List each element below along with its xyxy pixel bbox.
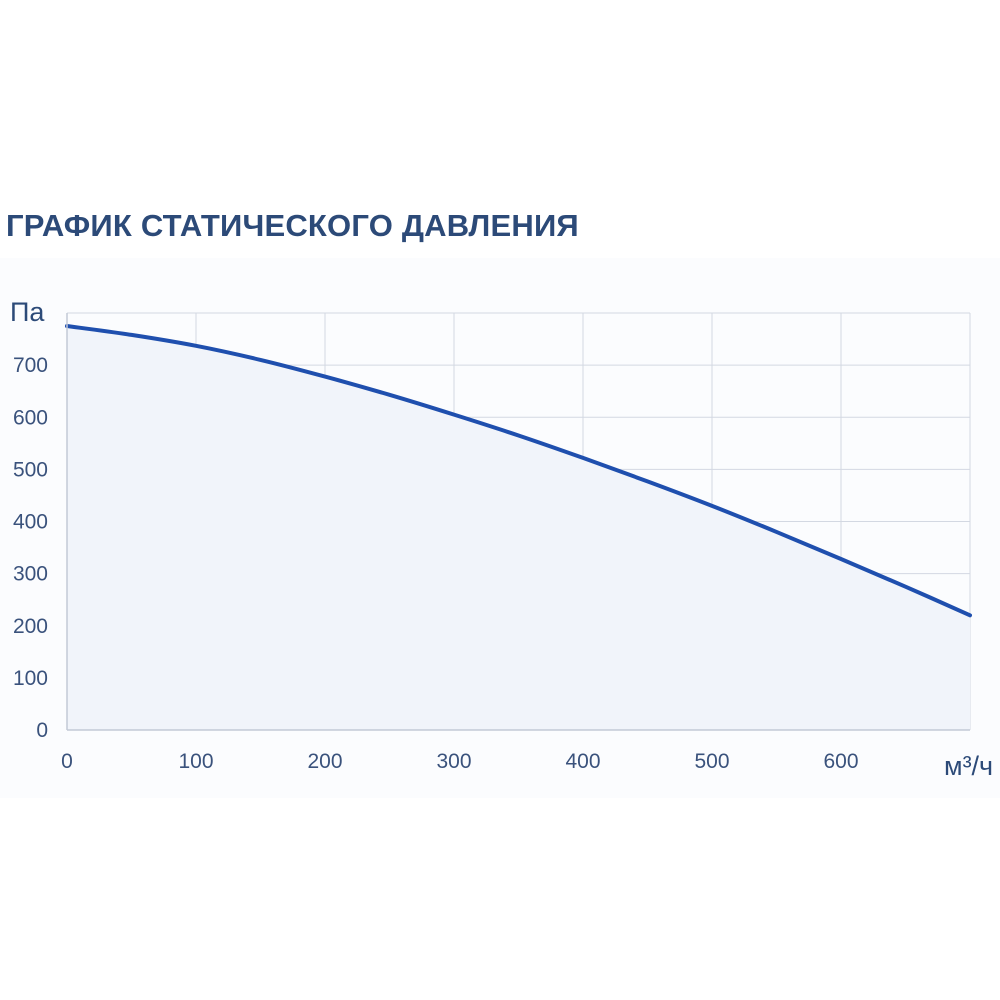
x-tick-label: 400 [565,750,600,773]
y-tick-label: 400 [13,511,48,534]
x-tick-label: 200 [307,750,342,773]
axes [66,313,970,731]
y-tick-label: 500 [13,458,48,481]
y-axis-ticks: 0 100 200 300 400 500 600 700 [13,354,48,742]
y-tick-label: 100 [13,667,48,690]
x-axis-label: м³/ч [944,751,993,781]
y-tick-label: 300 [13,563,48,586]
x-tick-label: 600 [823,750,858,773]
series-area-fill [67,326,970,730]
y-axis-label: Па [10,297,45,327]
chart-title: ГРАФИК СТАТИЧЕСКОГО ДАВЛЕНИЯ [6,208,579,243]
x-axis-ticks: 0 100 200 300 400 500 600 [61,750,858,773]
y-tick-label: 700 [13,354,48,377]
x-tick-label: 0 [61,750,73,773]
series-line [65,324,972,618]
x-tick-label: 500 [694,750,729,773]
y-tick-label: 600 [13,406,48,429]
y-tick-label: 200 [13,615,48,638]
x-tick-label: 100 [178,750,213,773]
x-tick-label: 300 [436,750,471,773]
y-tick-label: 0 [36,719,48,742]
